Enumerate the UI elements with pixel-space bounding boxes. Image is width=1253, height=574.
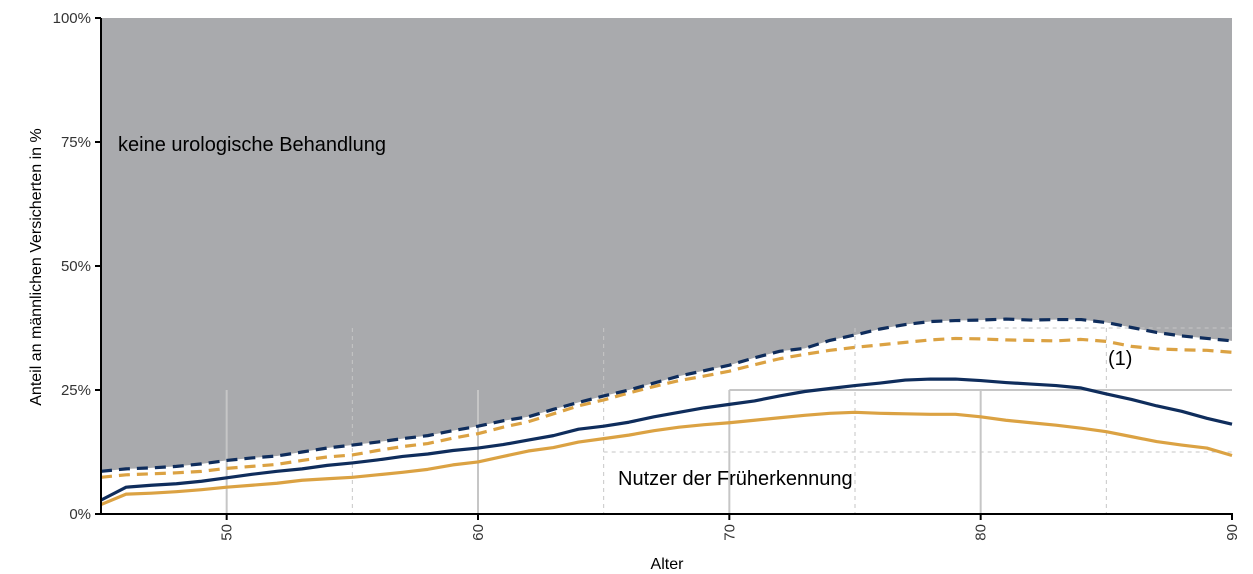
annotation-marker-1: (1) bbox=[1108, 348, 1132, 370]
x-tick-label: 70 bbox=[721, 524, 738, 541]
y-tick-label: 75% bbox=[61, 134, 91, 151]
y-axis-title: Anteil an männlichen Versicherten in % bbox=[28, 128, 45, 406]
x-tick-label: 60 bbox=[470, 524, 487, 541]
annotation-nutzer-der-frueherkennung: Nutzer der Früherkennung bbox=[618, 468, 853, 490]
series-layer bbox=[100, 317, 1233, 507]
annotation-keine-urologische-behandlung: keine urologische Behandlung bbox=[118, 134, 386, 156]
x-axis-title: Alter bbox=[651, 556, 685, 573]
x-tick-label: 50 bbox=[219, 524, 236, 541]
series-line-dashed-gold bbox=[100, 336, 1233, 479]
y-tick-label: 100% bbox=[53, 10, 91, 27]
series-line-solid-navy bbox=[100, 377, 1233, 502]
tick-label-layer: 0% 25% 50% 75% 100% 50 60 70 80 90 bbox=[53, 10, 1241, 541]
x-tick-label: 80 bbox=[973, 524, 990, 541]
y-tick-label: 25% bbox=[61, 382, 91, 399]
series-line-solid-gold bbox=[100, 410, 1233, 507]
axes-layer bbox=[95, 17, 1233, 520]
y-tick-label: 0% bbox=[69, 506, 91, 523]
area-layer bbox=[101, 18, 1232, 472]
x-tick-label: 90 bbox=[1224, 524, 1241, 541]
series-line-dashed-navy bbox=[100, 317, 1233, 473]
y-tick-label: 50% bbox=[61, 258, 91, 275]
area-keine-behandlung bbox=[101, 18, 1232, 472]
